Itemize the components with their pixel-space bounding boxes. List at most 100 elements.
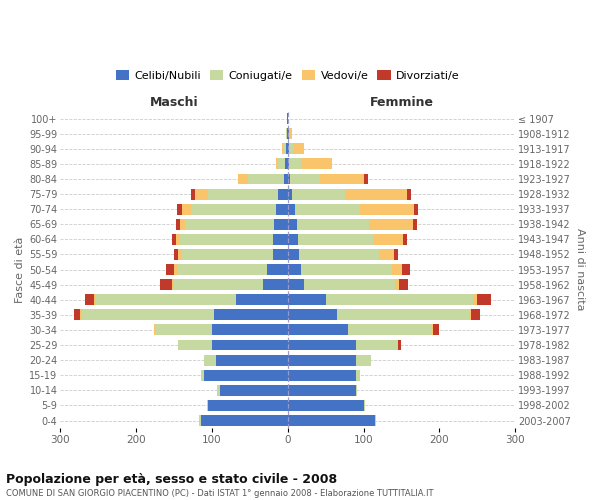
Bar	[177, 204, 182, 214]
Bar	[288, 279, 304, 290]
Bar	[185, 219, 274, 230]
Bar	[288, 234, 298, 245]
Bar	[286, 128, 287, 139]
Bar	[275, 204, 288, 214]
Bar	[172, 234, 176, 245]
Bar	[216, 354, 288, 366]
Legend: Celibi/Nubili, Coniugati/e, Vedovi/e, Divorziati/e: Celibi/Nubili, Coniugati/e, Vedovi/e, Di…	[111, 66, 464, 85]
Bar	[473, 294, 477, 305]
Bar	[288, 144, 289, 154]
Bar	[288, 294, 326, 305]
Bar	[288, 340, 356, 350]
Bar	[199, 415, 200, 426]
Bar	[248, 174, 284, 184]
Bar	[356, 340, 398, 350]
Bar	[320, 174, 364, 184]
Y-axis label: Anni di nascita: Anni di nascita	[575, 228, 585, 311]
Bar	[295, 204, 360, 214]
Bar	[274, 219, 288, 230]
Bar	[278, 188, 288, 200]
Bar	[292, 188, 344, 200]
Bar	[297, 219, 369, 230]
Bar	[283, 144, 286, 154]
Bar	[208, 400, 288, 411]
Bar	[375, 415, 376, 426]
Bar	[287, 128, 288, 139]
Bar	[288, 370, 356, 380]
Bar	[180, 234, 272, 245]
Bar	[178, 340, 212, 350]
Bar	[287, 113, 288, 124]
Bar	[299, 249, 379, 260]
Bar	[301, 158, 332, 170]
Bar	[364, 174, 368, 184]
Bar	[288, 188, 292, 200]
Bar	[238, 174, 248, 184]
Bar	[360, 204, 415, 214]
Bar	[174, 249, 178, 260]
Bar	[288, 204, 295, 214]
Bar	[293, 144, 304, 154]
Bar	[290, 128, 292, 139]
Bar	[379, 249, 394, 260]
Bar	[191, 204, 275, 214]
Bar	[356, 354, 371, 366]
Bar	[155, 324, 212, 336]
Bar	[288, 324, 349, 336]
Bar	[356, 370, 360, 380]
Bar	[394, 249, 398, 260]
Bar	[301, 264, 392, 275]
Bar	[288, 249, 299, 260]
Bar	[182, 249, 272, 260]
Bar	[275, 158, 278, 170]
Bar	[200, 370, 205, 380]
Bar	[356, 385, 358, 396]
Bar	[82, 310, 214, 320]
Bar	[94, 294, 96, 305]
Bar	[176, 219, 180, 230]
Text: COMUNE DI SAN GIORGIO PIACENTINO (PC) - Dati ISTAT 1° gennaio 2008 - Elaborazion: COMUNE DI SAN GIORGIO PIACENTINO (PC) - …	[6, 489, 433, 498]
Bar	[470, 310, 471, 320]
Bar	[176, 234, 180, 245]
Bar	[85, 294, 94, 305]
Bar	[272, 234, 288, 245]
Bar	[288, 128, 289, 139]
Bar	[288, 354, 356, 366]
Bar	[398, 340, 401, 350]
Bar	[191, 188, 195, 200]
Bar	[304, 279, 395, 290]
Bar	[205, 354, 216, 366]
Bar	[471, 310, 481, 320]
Bar	[174, 264, 178, 275]
Bar	[399, 279, 408, 290]
Bar	[369, 219, 413, 230]
Bar	[217, 385, 220, 396]
Bar	[272, 249, 288, 260]
Bar	[477, 294, 491, 305]
Bar	[298, 234, 374, 245]
Bar	[288, 158, 289, 170]
Text: Maschi: Maschi	[150, 96, 199, 109]
Bar	[288, 174, 290, 184]
Bar	[174, 279, 263, 290]
Bar	[289, 128, 290, 139]
Bar	[178, 264, 267, 275]
Bar	[278, 158, 286, 170]
Bar	[288, 310, 337, 320]
Bar	[182, 204, 191, 214]
Bar	[96, 294, 236, 305]
Bar	[206, 400, 208, 411]
Bar	[433, 324, 439, 336]
Bar	[236, 294, 288, 305]
Bar	[407, 188, 410, 200]
Bar	[413, 219, 416, 230]
Bar	[166, 264, 174, 275]
Bar	[374, 234, 403, 245]
Bar	[288, 400, 364, 411]
Bar	[326, 294, 473, 305]
Bar	[180, 219, 185, 230]
Bar	[290, 174, 320, 184]
Bar	[288, 385, 356, 396]
Bar	[349, 324, 432, 336]
Bar	[288, 415, 375, 426]
